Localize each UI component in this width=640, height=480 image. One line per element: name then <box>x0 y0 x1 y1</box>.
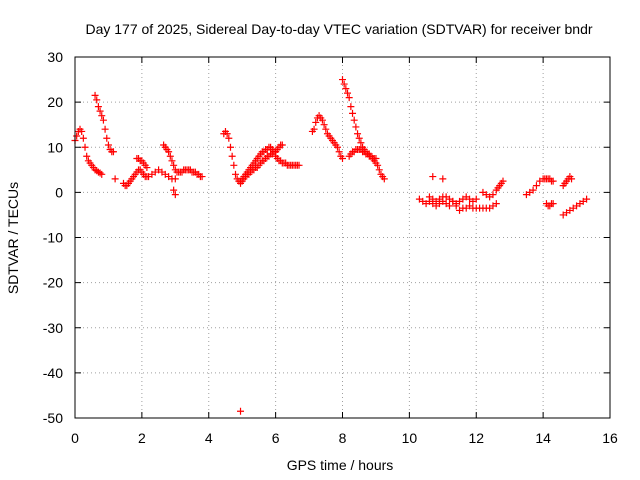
data-point <box>345 94 353 102</box>
y-tick-label: 30 <box>47 49 63 65</box>
data-point <box>374 161 382 169</box>
data-point <box>96 169 104 177</box>
data-point <box>310 125 318 133</box>
data-point <box>96 107 104 115</box>
data-point <box>339 76 346 84</box>
data-point <box>225 134 233 142</box>
data-point <box>340 80 348 88</box>
data-point <box>352 123 360 131</box>
data-point <box>342 85 350 93</box>
data-point <box>237 407 245 415</box>
y-tick-label: 0 <box>55 184 63 200</box>
data-point <box>223 130 231 138</box>
data-point <box>79 134 87 142</box>
y-tick-label: -50 <box>43 410 63 426</box>
y-tick-label: -10 <box>43 230 63 246</box>
data-point <box>312 118 320 126</box>
data-point <box>295 161 303 169</box>
data-point <box>318 116 326 124</box>
x-tick-label: 2 <box>138 430 146 446</box>
y-tick-label: -40 <box>43 365 63 381</box>
data-point <box>320 121 328 129</box>
data-point <box>198 173 206 181</box>
data-point <box>101 125 109 133</box>
data-point <box>171 175 179 183</box>
data-point <box>81 143 89 151</box>
y-tick-label: -30 <box>43 320 63 336</box>
data-point <box>99 116 107 124</box>
chart-title: Day 177 of 2025, Sidereal Day-to-day VTE… <box>85 21 592 37</box>
data-point <box>228 152 236 160</box>
data-point <box>166 152 174 160</box>
data-point <box>143 164 151 172</box>
data-point <box>375 166 383 174</box>
data-point <box>232 170 239 178</box>
x-tick-label: 12 <box>468 430 484 446</box>
data-point <box>111 175 119 183</box>
y-axis-title: SDTVAR / TECUs <box>5 182 21 294</box>
data-point <box>104 141 112 149</box>
y-tick-label: 20 <box>47 94 63 110</box>
x-tick-label: 8 <box>339 430 347 446</box>
x-axis-title: GPS time / hours <box>287 457 394 473</box>
data-point <box>170 161 178 169</box>
data-point <box>335 148 343 156</box>
data-point <box>568 175 576 183</box>
x-tick-label: 16 <box>602 430 618 446</box>
data-point <box>439 175 447 183</box>
data-point <box>472 195 480 203</box>
data-point <box>339 155 346 163</box>
data-point <box>93 96 101 104</box>
x-tick-label: 10 <box>402 430 418 446</box>
data-point <box>165 148 173 156</box>
data-point <box>429 173 437 181</box>
data-point <box>446 202 453 210</box>
data-point <box>347 103 355 111</box>
data-point <box>549 200 557 208</box>
data-point <box>171 191 179 199</box>
data-point <box>354 130 362 138</box>
x-tick-label: 4 <box>205 430 213 446</box>
data-point <box>333 143 341 151</box>
data-point <box>349 109 357 117</box>
data-point <box>344 89 352 97</box>
x-tick-label: 6 <box>272 430 280 446</box>
data-point <box>226 143 234 151</box>
data-point <box>91 91 99 99</box>
data-point <box>103 134 111 142</box>
data-point <box>357 139 365 147</box>
data-point <box>492 200 500 208</box>
tick-labels: 0 2 4 6 8 10 12 14 16 30 20 10 0 -10 -20 -30 -40 -50 <box>43 49 618 446</box>
y-tick-label: -20 <box>43 275 63 291</box>
data-point <box>529 186 537 194</box>
data-point <box>350 116 358 124</box>
data-point <box>380 175 388 183</box>
data-point <box>83 152 91 160</box>
data-point <box>499 177 507 185</box>
data-point <box>168 157 176 165</box>
data-point <box>94 103 102 111</box>
data-point <box>170 186 178 194</box>
plot-frame <box>74 56 611 419</box>
y-tick-label: 10 <box>47 139 63 155</box>
data-point <box>78 127 86 135</box>
data-point <box>322 125 330 133</box>
grid <box>75 57 610 418</box>
x-tick-label: 0 <box>71 430 79 446</box>
data-point <box>230 161 238 169</box>
data-point <box>583 195 591 203</box>
data-point <box>109 148 117 156</box>
data-point <box>98 170 106 178</box>
data-point <box>355 134 363 142</box>
data-point <box>532 182 540 190</box>
data-markers <box>71 76 591 415</box>
data-point <box>98 112 106 120</box>
data-point <box>73 132 81 140</box>
x-tick-label: 14 <box>535 430 551 446</box>
data-point <box>549 177 557 185</box>
data-point <box>278 141 286 149</box>
data-point <box>489 191 497 199</box>
data-point <box>372 155 380 163</box>
